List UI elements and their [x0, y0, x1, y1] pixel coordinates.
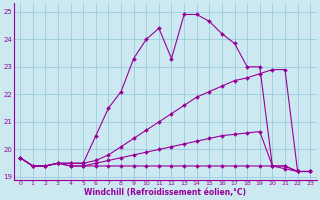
X-axis label: Windchill (Refroidissement éolien,°C): Windchill (Refroidissement éolien,°C) — [84, 188, 246, 197]
